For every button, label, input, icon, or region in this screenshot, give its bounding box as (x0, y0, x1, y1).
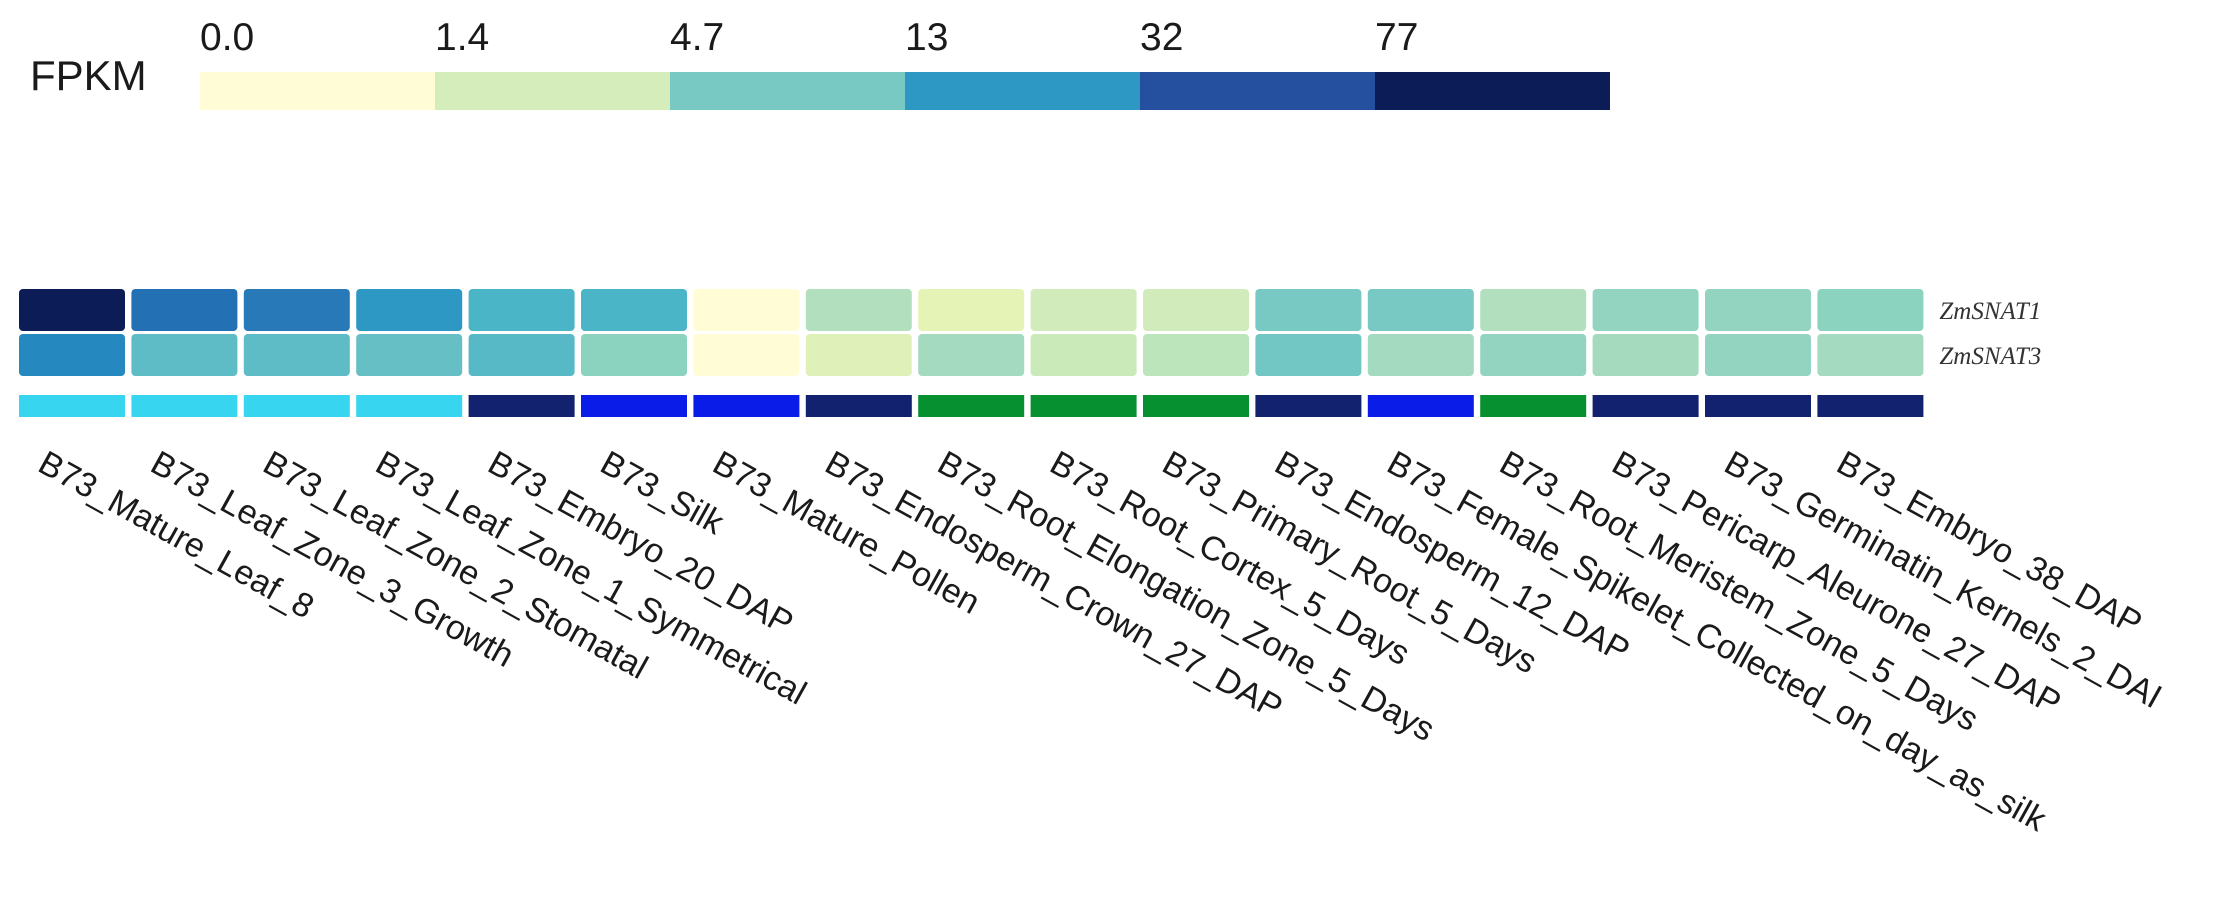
legend-break-label: 1.4 (435, 16, 489, 59)
annotation-cell (1030, 395, 1137, 417)
legend-title: FPKM (30, 52, 147, 99)
legend-break-label: 32 (1140, 16, 1183, 59)
heatmap-cell (693, 289, 800, 331)
heatmap-cell (1143, 289, 1249, 331)
annotation-cell (1592, 395, 1699, 417)
heatmap-cell (581, 334, 687, 376)
annotation-cell (468, 395, 575, 417)
heatmap-cell (1367, 289, 1474, 331)
heatmap-cell (1030, 289, 1137, 331)
heatmap-cell (131, 334, 238, 376)
heatmap-cell (1592, 289, 1699, 331)
heatmap-cell (918, 334, 1025, 376)
heatmap-cell (693, 334, 800, 376)
annotation-cell (1367, 395, 1474, 417)
heatmap-cell (19, 289, 125, 331)
heatmap-cell (356, 289, 463, 331)
annotation-cell (1705, 395, 1811, 417)
heatmap-cell (805, 334, 912, 376)
heatmap-cell (1817, 334, 1924, 376)
heatmap-cell (1705, 289, 1811, 331)
gene-label: ZmSNAT1 (1939, 298, 2041, 325)
legend-break-labels: 0.0 1.4 4.7 13 32 77 (200, 16, 1418, 59)
heatmap-cell (131, 289, 238, 331)
heatmap-cell (1143, 334, 1249, 376)
gene-labels: ZmSNAT1 ZmSNAT3 (1939, 298, 2041, 370)
heatmap-cell (1480, 289, 1587, 331)
legend-swatch (670, 72, 905, 110)
sample-labels: B73_Mature_Leaf_8B73_Leaf_Zone_3_GrowthB… (32, 444, 2168, 840)
legend-color-scale (200, 72, 1610, 110)
legend-break-label: 4.7 (670, 16, 724, 59)
heatmap-cell (581, 289, 687, 331)
heatmap-cell (1030, 334, 1137, 376)
annotation-cell (356, 395, 463, 417)
heatmap-cell (243, 334, 350, 376)
annotation-cell (19, 395, 125, 417)
heatmap-cell (356, 334, 463, 376)
annotation-cell (1480, 395, 1587, 417)
annotation-cell (1817, 395, 1924, 417)
legend-break-label: 77 (1375, 16, 1418, 59)
legend-swatch (435, 72, 670, 110)
heatmap-cell (805, 289, 912, 331)
heatmap-cell (1705, 334, 1811, 376)
annotation-cell (693, 395, 800, 417)
annotation-cell (243, 395, 350, 417)
heatmap-cell (468, 334, 575, 376)
tissue-annotation-bar (19, 395, 1924, 417)
legend-swatch (200, 72, 435, 110)
annotation-cell (581, 395, 687, 417)
annotation-cell (1255, 395, 1362, 417)
legend-break-label: 13 (905, 16, 948, 59)
heatmap-cell (1817, 289, 1924, 331)
heatmap-cells (19, 289, 1924, 376)
heatmap-cell (19, 334, 125, 376)
annotation-cell (918, 395, 1025, 417)
heatmap-cell (1480, 334, 1587, 376)
heatmap-cell (918, 289, 1025, 331)
heatmap-cell (1255, 334, 1362, 376)
gene-label: ZmSNAT3 (1939, 343, 2041, 370)
heatmap-cell (243, 289, 350, 331)
legend-swatch (1375, 72, 1610, 110)
legend-swatch (905, 72, 1140, 110)
heatmap-cell (1367, 334, 1474, 376)
heatmap-cell (468, 289, 575, 331)
heatmap-cell (1592, 334, 1699, 376)
sample-label: B73_Pericarp_Aleurone_27_DAP (1606, 444, 2067, 723)
annotation-cell (1143, 395, 1249, 417)
legend-swatch (1140, 72, 1375, 110)
annotation-cell (805, 395, 912, 417)
legend-break-label: 0.0 (200, 16, 254, 59)
heatmap-cell (1255, 289, 1362, 331)
annotation-cell (131, 395, 238, 417)
